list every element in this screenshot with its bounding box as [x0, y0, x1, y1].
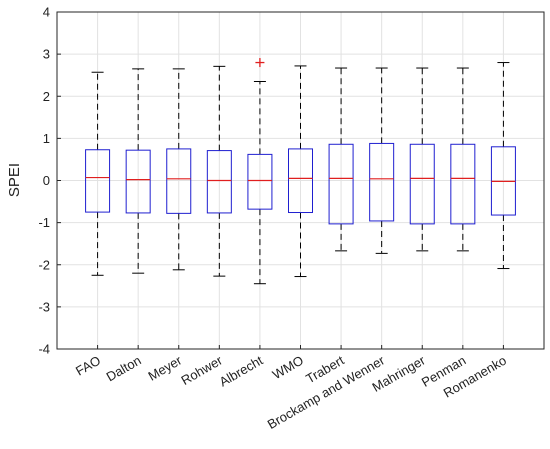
box-mahringer	[409, 67, 435, 252]
box-dalton	[125, 68, 151, 274]
x-tick-label: FAO	[73, 353, 103, 379]
iqr-box	[247, 153, 273, 210]
y-tick-label: -3	[38, 299, 50, 314]
box-penman	[450, 67, 476, 252]
box-albrecht	[247, 58, 273, 285]
y-axis: 4 3 2 1 0 -1 -2 -3 -4	[38, 5, 61, 357]
outlier-marker	[255, 58, 265, 68]
iqr-box	[166, 148, 192, 214]
box-brockamp-and-wenner	[369, 67, 395, 254]
iqr-box	[369, 142, 395, 222]
x-tick-label: Dalton	[104, 353, 144, 385]
box-romanenko	[490, 62, 516, 270]
y-tick-label: 0	[43, 173, 50, 188]
iqr-box	[288, 148, 313, 214]
x-tick-label: Albrecht	[217, 352, 266, 389]
y-tick-label: 2	[43, 89, 50, 104]
y-tick-label: 3	[43, 47, 50, 62]
iqr-box	[85, 149, 111, 213]
box-meyer	[166, 68, 192, 271]
y-tick-label: -1	[38, 215, 50, 230]
x-tick-label: WMO	[270, 353, 306, 383]
y-tick-label: -4	[38, 342, 50, 357]
iqr-box	[328, 143, 354, 225]
box-wmo	[288, 65, 313, 278]
x-tick-label: Meyer	[145, 352, 184, 383]
box-fao	[85, 71, 111, 276]
iqr-box	[125, 149, 151, 214]
iqr-box	[206, 150, 232, 214]
x-tick-label: Rohwer	[179, 352, 226, 388]
iqr-box	[409, 143, 435, 225]
grid	[57, 11, 544, 350]
y-tick-label: -2	[38, 257, 50, 272]
box-rohwer	[206, 65, 232, 277]
iqr-box	[450, 143, 476, 225]
box-series	[85, 58, 516, 285]
y-tick-label: 4	[43, 5, 50, 20]
y-axis-title: SPEI	[6, 163, 23, 197]
y-tick-label: 1	[43, 131, 50, 146]
box-trabert	[328, 67, 354, 252]
